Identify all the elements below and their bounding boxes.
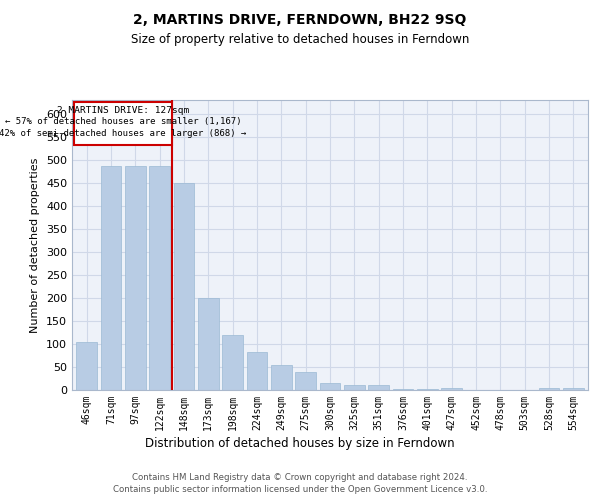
Bar — [173, 183, 194, 390]
Bar — [271, 364, 292, 390]
Bar — [74, 102, 172, 144]
Bar — [563, 388, 584, 390]
Text: ← 57% of detached houses are smaller (1,167): ← 57% of detached houses are smaller (1,… — [5, 117, 241, 126]
Bar — [101, 166, 121, 390]
Bar — [149, 166, 170, 390]
Text: Distribution of detached houses by size in Ferndown: Distribution of detached houses by size … — [145, 438, 455, 450]
Text: Size of property relative to detached houses in Ferndown: Size of property relative to detached ho… — [131, 32, 469, 46]
Bar — [76, 342, 97, 390]
Bar — [125, 166, 146, 390]
Bar — [442, 388, 462, 390]
Bar — [368, 386, 389, 390]
Bar — [198, 298, 218, 390]
Y-axis label: Number of detached properties: Number of detached properties — [31, 158, 40, 332]
Bar — [247, 352, 268, 390]
Bar — [320, 383, 340, 390]
Text: 2, MARTINS DRIVE, FERNDOWN, BH22 9SQ: 2, MARTINS DRIVE, FERNDOWN, BH22 9SQ — [133, 12, 467, 26]
Bar — [539, 388, 559, 390]
Bar — [344, 386, 365, 390]
Text: Contains HM Land Registry data © Crown copyright and database right 2024.: Contains HM Land Registry data © Crown c… — [132, 472, 468, 482]
Bar — [222, 335, 243, 390]
Bar — [295, 372, 316, 390]
Text: 2 MARTINS DRIVE: 127sqm: 2 MARTINS DRIVE: 127sqm — [57, 106, 189, 114]
Bar — [417, 389, 438, 390]
Text: Contains public sector information licensed under the Open Government Licence v3: Contains public sector information licen… — [113, 485, 487, 494]
Text: 42% of semi-detached houses are larger (868) →: 42% of semi-detached houses are larger (… — [0, 128, 247, 138]
Bar — [392, 389, 413, 390]
